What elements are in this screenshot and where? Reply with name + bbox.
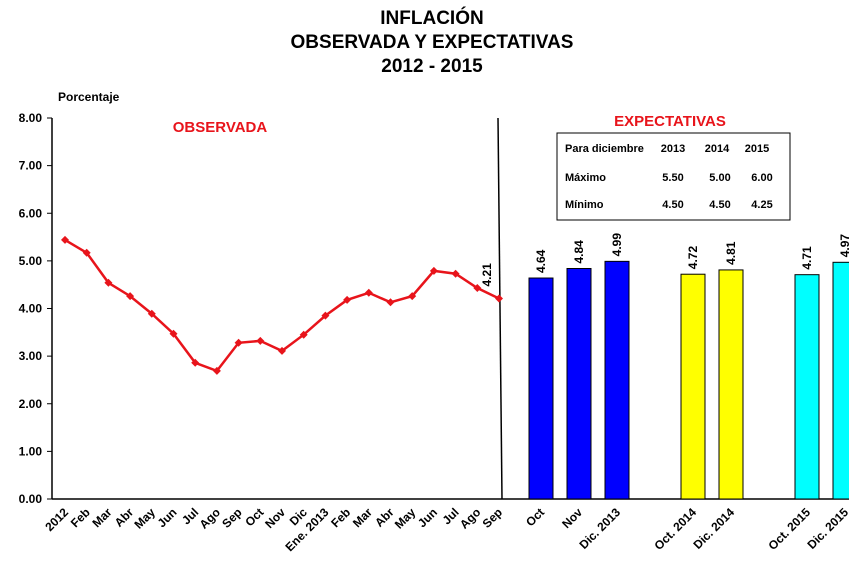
table-header: Para diciembre: [565, 143, 644, 155]
marker: [364, 288, 373, 297]
marker: [147, 309, 156, 318]
x-tick-label: Oct: [242, 505, 266, 529]
x-tick-label: Ago: [457, 505, 483, 531]
marker: [82, 248, 91, 257]
data-label: 4.81: [724, 241, 738, 265]
marker: [429, 266, 438, 275]
table-box: [556, 132, 791, 221]
data-label: 4.97: [838, 234, 849, 258]
data-label: 4.72: [686, 246, 700, 270]
marker: [473, 284, 482, 293]
table-cell: 4.50: [662, 199, 683, 211]
y-tick-label: 7.00: [19, 159, 43, 173]
table: Para diciembre 2013 2014 2015 Máximo 5.5…: [556, 132, 791, 221]
x-tick-label: May: [392, 505, 419, 532]
x-tick-label: Ago: [197, 505, 223, 531]
data-label: 4.21: [480, 263, 494, 287]
x-tick-label: Ene. 2013: [282, 505, 331, 554]
table-cell: 4.50: [709, 199, 730, 211]
table-cell: 5.50: [662, 172, 683, 184]
y-tick-label: 5.00: [19, 254, 43, 268]
annotation: EXPECTATIVAS: [614, 113, 726, 130]
marker: [321, 311, 330, 320]
x-tick-label: Oct: [523, 505, 547, 529]
x-tick-label: Abr: [372, 505, 397, 530]
divider: [497, 117, 503, 500]
x-tick-label: Oct. 2014: [651, 505, 699, 553]
table-cell: Máximo: [565, 172, 606, 184]
x-tick-label: Nov: [559, 505, 585, 531]
data-label: 4.84: [572, 240, 586, 264]
marker: [343, 295, 352, 304]
bar: [794, 274, 820, 500]
bar: [718, 269, 744, 500]
bar: [566, 267, 592, 500]
table-cell: 6.00: [751, 172, 772, 184]
x-tick-label: Abr: [112, 505, 137, 530]
data-label: 4.71: [800, 246, 814, 270]
marker: [191, 358, 200, 367]
marker: [256, 336, 265, 345]
title: 2012 - 2015: [381, 56, 483, 77]
marker: [61, 235, 69, 244]
marker: [212, 366, 221, 375]
x-tick-label: Feb: [68, 505, 93, 530]
x-tick-label: Dic. 2014: [690, 505, 737, 552]
title: INFLACIÓN: [380, 7, 483, 29]
bar: [680, 273, 706, 500]
marker: [104, 278, 113, 287]
y-tick-label: 2.00: [19, 397, 43, 411]
x-tick-label: Nov: [262, 505, 288, 531]
table-header: 2014: [705, 143, 730, 155]
marker: [169, 329, 178, 338]
x-tick-label: Jun: [155, 505, 180, 530]
bar: [528, 277, 554, 500]
annotation: OBSERVADA: [173, 119, 268, 136]
table-cell: Mínimo: [565, 199, 604, 211]
x-tick-label: Feb: [328, 505, 353, 530]
marker: [126, 292, 135, 301]
x-tick-label: 2012: [42, 505, 71, 534]
table-header: 2013: [661, 143, 685, 155]
y-tick-label: 4.00: [19, 302, 43, 316]
data-label: 4.64: [534, 249, 548, 273]
x-tick-label: Dic. 2015: [804, 505, 849, 552]
x-tick-label: Dic. 2013: [576, 505, 623, 552]
bar: [832, 261, 849, 500]
y-tick-label: 3.00: [19, 349, 43, 363]
y-tick-label: 6.00: [19, 206, 43, 220]
data-label: 4.99: [610, 233, 624, 257]
x-tick-label: Mar: [350, 505, 375, 530]
x-tick-label: Sep: [480, 505, 505, 530]
table-cell: 4.25: [751, 199, 772, 211]
y-axis-label: Porcentaje: [58, 90, 120, 104]
marker: [299, 330, 308, 339]
title: OBSERVADA Y EXPECTATIVAS: [291, 32, 574, 53]
marker: [386, 298, 395, 307]
x-tick-label: Mar: [90, 505, 115, 530]
bar: [604, 260, 630, 500]
marker: [234, 338, 243, 347]
marker: [278, 346, 286, 355]
marker: [451, 269, 460, 278]
marker: [408, 292, 417, 301]
x-tick-label: Jun: [415, 505, 440, 530]
marker: [495, 294, 503, 303]
table-header: 2015: [745, 143, 769, 155]
table-cell: 5.00: [709, 172, 730, 184]
x-tick-label: Oct. 2015: [765, 505, 813, 553]
y-tick-label: 1.00: [19, 444, 43, 458]
x-tick-label: May: [132, 505, 159, 532]
x-tick-label: Sep: [219, 505, 244, 530]
y-tick-label: 0.00: [19, 492, 43, 506]
y-tick-label: 8.00: [19, 111, 43, 125]
